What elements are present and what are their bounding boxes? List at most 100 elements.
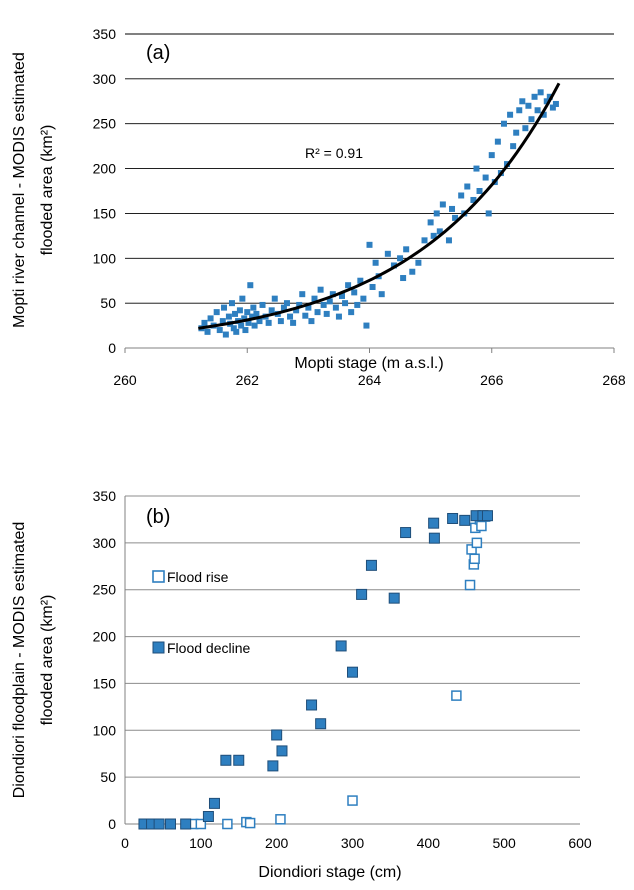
panel-a-x-tick-marks [124, 348, 615, 353]
panel-b-point-flood-decline [447, 512, 459, 524]
panel-b: 0 50 100 150 200 250 300 350 0 100 200 300 400 500 600… [11, 488, 592, 881]
panel-b-point-flood-rise [464, 579, 476, 591]
panel-a-point [500, 120, 507, 127]
legend-flood-rise-marker [152, 570, 165, 583]
panel-b-point-flood-decline [481, 510, 493, 522]
panel-a-point [354, 301, 361, 308]
panel-a-point [445, 237, 452, 244]
panel-b-point-flood-decline [306, 699, 318, 711]
panel-a-trendline [198, 82, 561, 330]
panel-a-point [513, 129, 520, 136]
panel-a-point [311, 295, 318, 302]
panel-b-x-axis-title: Diondiori stage (cm) [258, 864, 401, 881]
panel-b-point-flood-rise [476, 520, 487, 532]
panel-a-point [329, 291, 336, 298]
panel-a-point [326, 298, 333, 305]
panel-a-point [378, 291, 385, 298]
panel-a-point [230, 325, 237, 332]
r-squared-annotation: R² = 0.91 [305, 145, 363, 161]
panel-a-point [433, 210, 440, 217]
panel-b-point-flood-rise [469, 553, 480, 565]
panel-a-point [228, 300, 235, 307]
panel-b-gridlines [125, 495, 580, 778]
panel-a-y-tick-label: 0 [108, 340, 116, 356]
legend-flood-decline-marker [152, 641, 165, 654]
panel-b-point-flood-decline [428, 517, 440, 529]
panel-b-point-flood-rise [244, 817, 256, 829]
panel-b-point-flood-decline [356, 588, 368, 600]
panel-a-point [244, 309, 251, 316]
legend-flood-decline-label: Flood decline [167, 640, 250, 656]
panel-a-point [225, 313, 232, 320]
panel-a-point [299, 291, 306, 298]
panel-a-point [522, 125, 529, 132]
panel-a-point [546, 93, 553, 100]
panel-a-point [485, 210, 492, 217]
panel-a-y-tick-label: 250 [93, 116, 117, 132]
panel-a-point [430, 232, 437, 239]
panel-b-y-tick-label: 150 [93, 675, 117, 691]
panel-a-point [277, 318, 284, 325]
panel-a-point [338, 292, 345, 299]
panel-a-point [268, 307, 275, 314]
panel-a-point [222, 331, 229, 338]
panel-a-y-tick-label: 50 [100, 295, 116, 311]
panel-a-x-tick-label: 268 [602, 372, 626, 388]
panel-b-point-flood-decline [165, 818, 176, 830]
panel-b-y-tick-label: 200 [93, 629, 117, 645]
panel-a-point [296, 301, 303, 308]
panel-b-point-flood-rise [471, 537, 483, 549]
panel-a-point [332, 304, 339, 311]
panel-a-point [403, 246, 410, 253]
panel-a-point [351, 289, 358, 296]
panel-b-y-tick-label: 300 [93, 535, 117, 551]
panel-a-point [452, 214, 459, 221]
panel-a-point [305, 304, 312, 311]
panel-a-point [488, 152, 495, 159]
panel-a-y-tick-label: 100 [93, 250, 117, 266]
panel-a-point [245, 319, 252, 326]
panel-a-point [543, 98, 550, 105]
panel-b-point-flood-decline [267, 760, 279, 772]
panel-a-y-axis-title-line2: flooded area (km²) [39, 125, 56, 256]
panel-b-x-tick-label: 200 [265, 835, 289, 851]
panel-a-point [458, 192, 465, 199]
panel-a-y-tick-label: 350 [93, 26, 117, 42]
panel-b-x-tick-label: 500 [492, 835, 516, 851]
panel-b-point-flood-decline [347, 666, 358, 678]
panel-a-point [531, 93, 538, 100]
panel-a-point [516, 107, 523, 114]
panel-b-x-tick-label: 100 [189, 835, 213, 851]
panel-b-x-tick-label: 300 [341, 835, 365, 851]
panel-a-point [320, 301, 327, 308]
panel-b-y-tick-label: 50 [100, 769, 116, 785]
panel-a-point [363, 322, 370, 329]
panel-a-label: (a) [146, 42, 170, 64]
panel-a-point [507, 111, 514, 118]
panel-b-point-flood-rise [275, 814, 286, 825]
panel-a-point [390, 262, 397, 269]
panel-a-point [253, 310, 260, 317]
panel-b-point-flood-rise [451, 690, 462, 701]
panel-b-y-axis-title: Diondiori floodplain - MODIS estimated f… [11, 522, 56, 799]
panel-a-point [207, 315, 214, 322]
panel-b-point-flood-decline [233, 754, 245, 766]
panel-a-point [464, 183, 471, 190]
panel-a-point [213, 309, 220, 316]
panel-b-data-points [138, 510, 493, 830]
panel-a-point [242, 327, 249, 334]
panel-a-y-tick-label: 300 [93, 71, 117, 87]
panel-a-point [201, 319, 208, 326]
panel-a-point [335, 313, 342, 320]
panel-a-point [290, 319, 297, 326]
panel-a-point [251, 322, 258, 329]
panel-b-point-flood-rise [195, 818, 207, 830]
panel-b-point-flood-decline [153, 818, 165, 830]
panel-b-y-tick-label: 250 [93, 582, 117, 598]
legend-flood-rise-label: Flood rise [167, 569, 229, 585]
panel-a-y-tick-label: 200 [93, 161, 117, 177]
panel-a-point [302, 312, 309, 319]
panel-a-point [470, 196, 477, 203]
